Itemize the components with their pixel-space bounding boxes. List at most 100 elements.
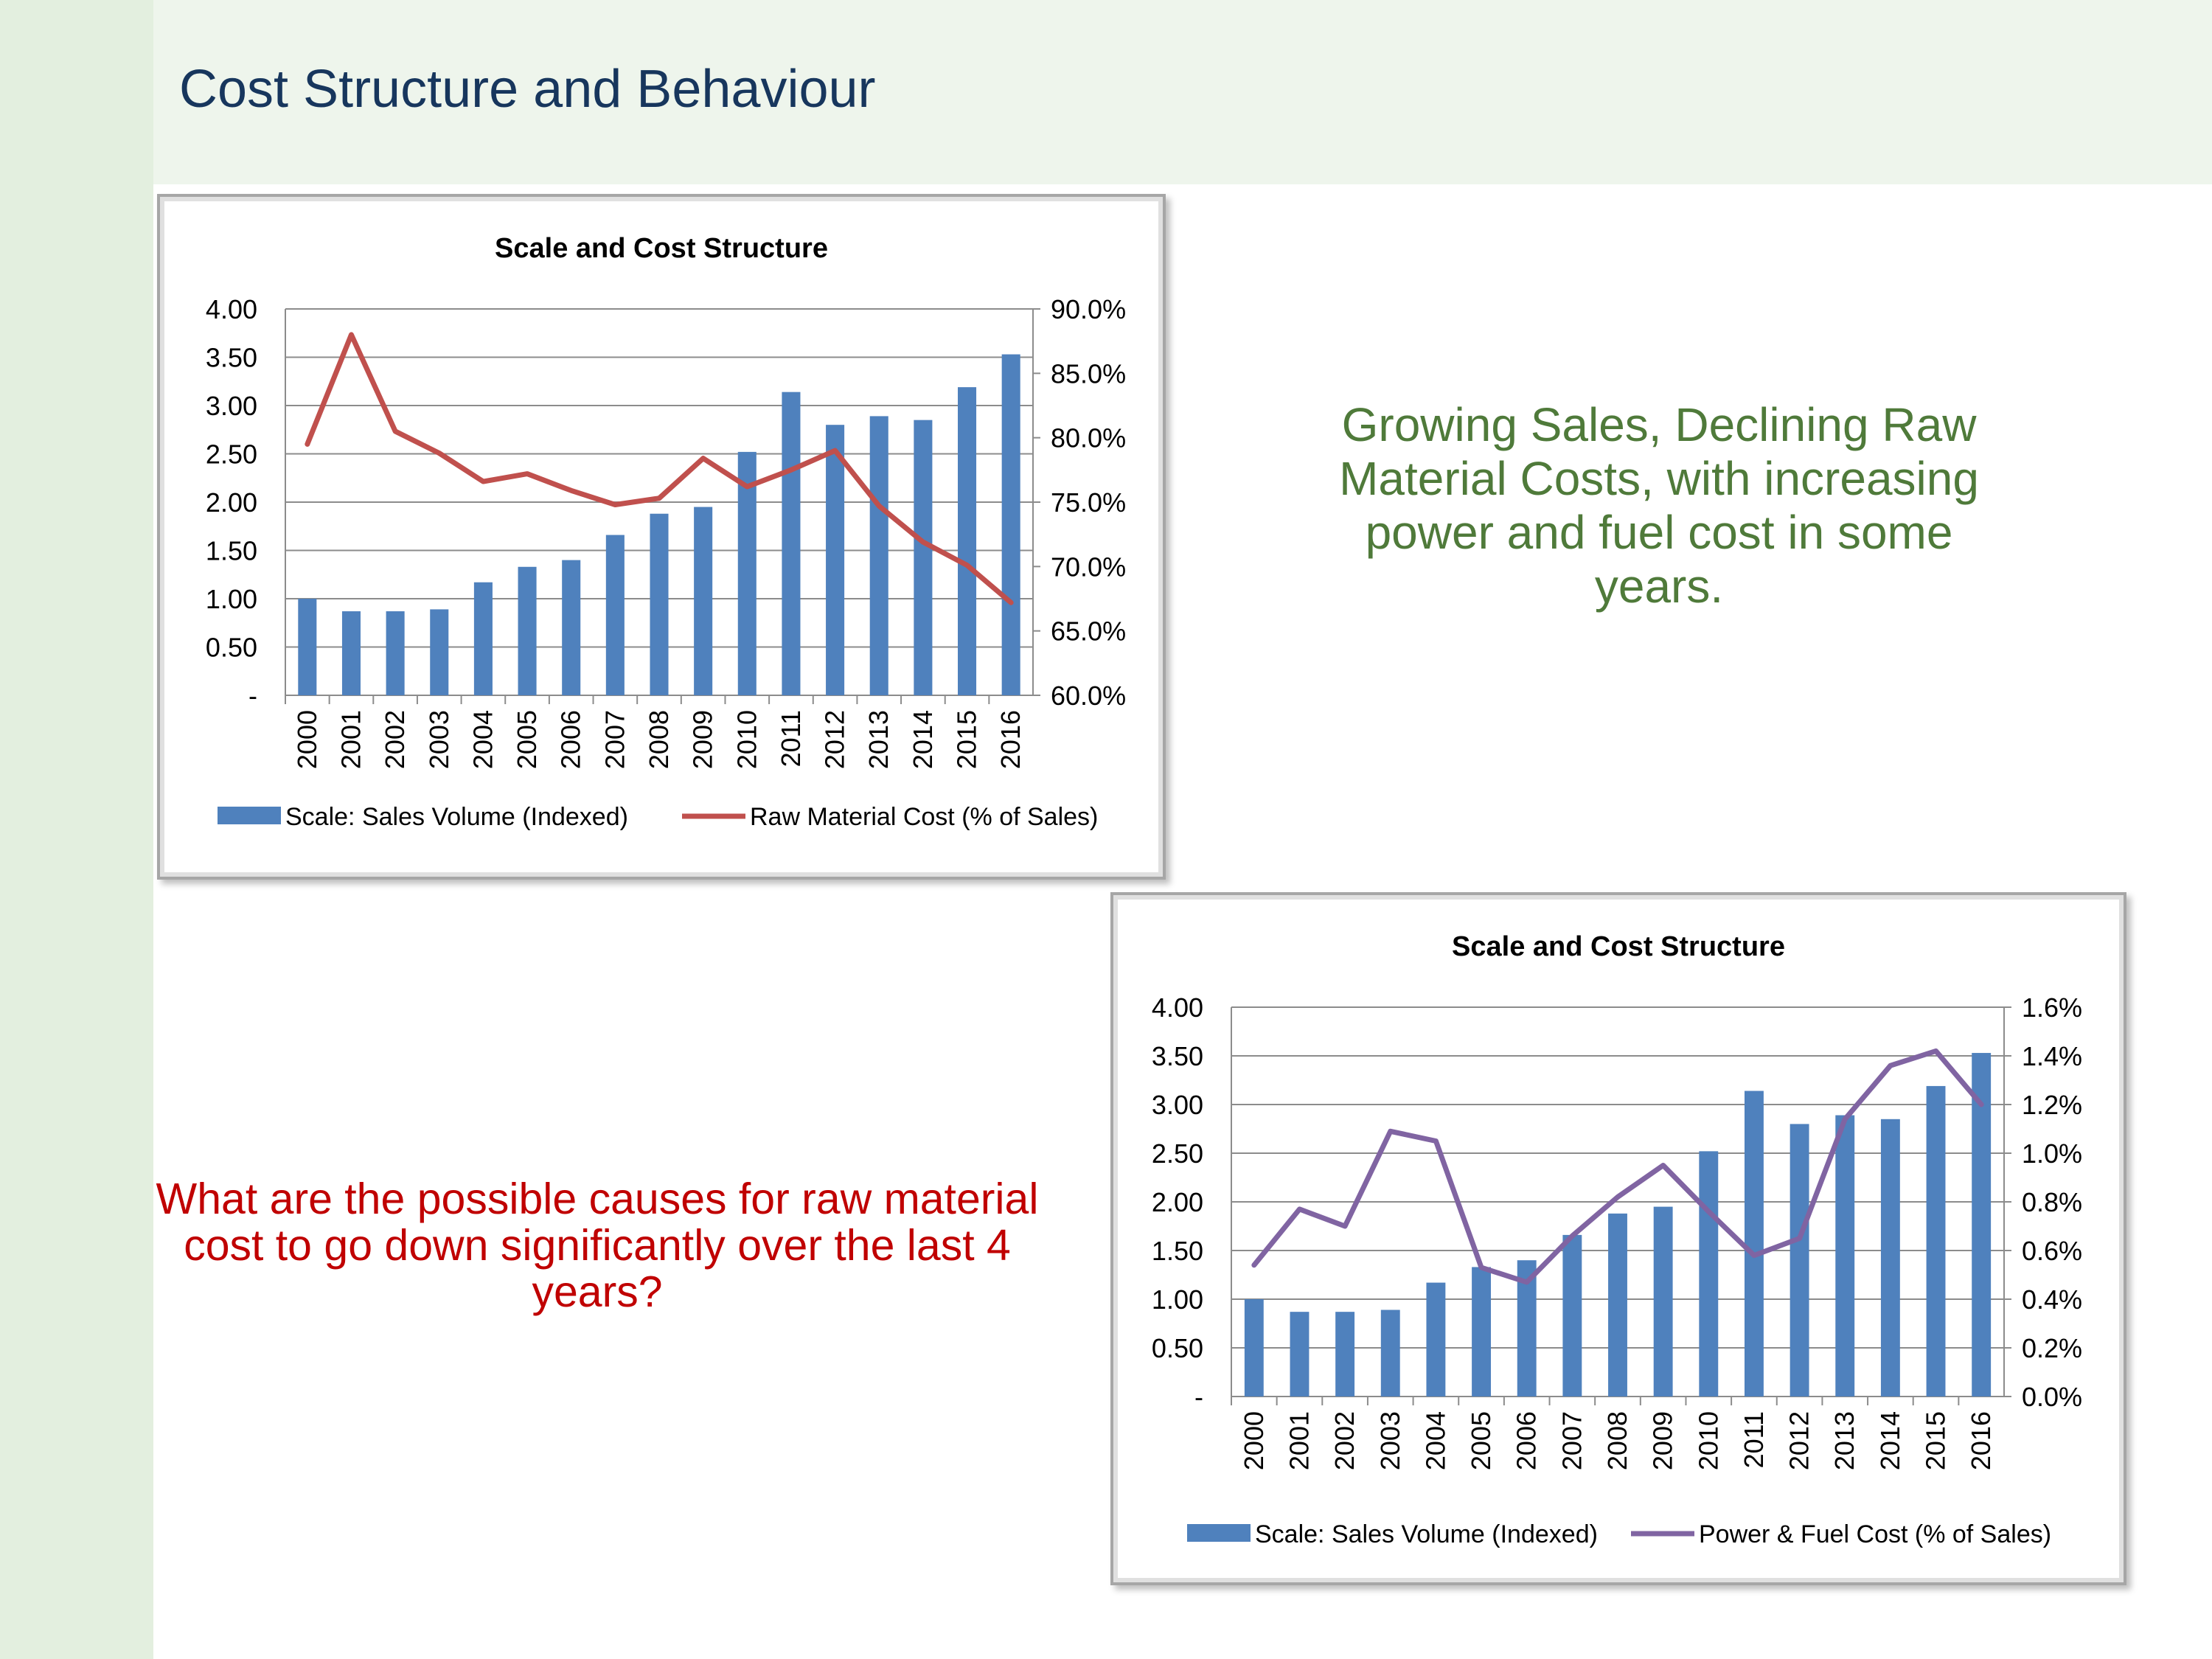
chart1-right-tick-label: 85.0% [1051, 358, 1126, 389]
chart1-legend-bar-label: Scale: Sales Volume (Indexed) [285, 803, 628, 831]
chart1-x-tick-label: 2003 [424, 710, 454, 769]
chart2-left-tick-label: 3.00 [1152, 1090, 1203, 1120]
chart1-left-tick-label: 1.50 [206, 536, 257, 566]
chart2-x-tick-label: 2004 [1420, 1411, 1450, 1470]
chart1-legend-line-label: Raw Material Cost (% of Sales) [750, 803, 1098, 831]
chart2-left-tick-label: 2.50 [1152, 1138, 1203, 1169]
chart2-bar [1653, 1206, 1673, 1397]
chart2-right-tick-label: 0.4% [2022, 1284, 2082, 1315]
chart1-bar [737, 451, 757, 695]
chart1-x-tick-label: 2012 [820, 710, 850, 769]
chart2-legend-line-label: Power & Fuel Cost (% of Sales) [1699, 1520, 2051, 1548]
chart2-bar [1335, 1312, 1355, 1397]
chart2-bar [1426, 1282, 1446, 1397]
chart2-x-tick-label: 2006 [1512, 1411, 1542, 1470]
chart1-left-tick-label: 4.00 [206, 294, 257, 324]
chart-power-fuel: Scale and Cost Structure - 0.50 1.00 1.50 2.0… [1110, 892, 2126, 1585]
chart1-title: Scale and Cost Structure [495, 233, 828, 264]
chart1-bar [650, 513, 669, 695]
chart1-bar [782, 392, 801, 695]
chart2-x-tick-label: 2009 [1648, 1411, 1678, 1470]
chart2-title: Scale and Cost Structure [1452, 931, 1785, 962]
chart1-x-tick-label: 2005 [512, 710, 542, 769]
chart2-x-tick-label: 2000 [1239, 1411, 1269, 1470]
callout-question: What are the possible causes for raw mat… [156, 1175, 1039, 1316]
chart2-x-tick-label: 2001 [1284, 1411, 1314, 1470]
chart2-bar [1244, 1299, 1264, 1397]
chart1-x-tick-label: 2001 [335, 710, 366, 769]
chart2-x-tick-label: 2008 [1602, 1411, 1632, 1470]
chart1-left-tick-label: 3.50 [206, 343, 257, 373]
chart2-left-tick-label: 3.50 [1152, 1041, 1203, 1071]
title-band [153, 0, 2212, 184]
chart1-x-tick-label: 2013 [863, 710, 894, 769]
chart1-bar [298, 599, 317, 695]
chart1-x-tick-label: 2014 [908, 710, 938, 769]
chart2-right-tick-label: 0.8% [2022, 1187, 2082, 1217]
chart-raw-material: Scale and Cost Structure - 0.50 1.00 1.50 2.0… [157, 194, 1166, 880]
chart1-bar [518, 566, 537, 695]
chart1-x-tick-label: 2002 [380, 710, 410, 769]
chart2-x-tick-label: 2012 [1784, 1411, 1815, 1470]
chart2-right-tick-label: 0.6% [2022, 1236, 2082, 1266]
chart2-bar [1699, 1151, 1719, 1397]
chart2-right-tick-label: 0.0% [2022, 1382, 2082, 1412]
chart1-bar [914, 420, 933, 695]
chart1-bar [386, 611, 405, 695]
chart2-right-tick-label: 1.0% [2022, 1138, 2082, 1169]
chart2-bar [1562, 1234, 1582, 1397]
chart2-legend-bar-label: Scale: Sales Volume (Indexed) [1255, 1520, 1598, 1548]
chart2-line-series [1251, 1048, 1984, 1285]
chart2-left-tick-label: 2.00 [1152, 1187, 1203, 1217]
chart1-x-tick-label: 2011 [776, 710, 806, 767]
chart1-left-tick-label: 2.50 [206, 439, 257, 470]
chart1-right-tick-label: 60.0% [1051, 681, 1126, 711]
chart2-right-tick-label: 0.2% [2022, 1333, 2082, 1363]
chart1-right-tick-label: 65.0% [1051, 616, 1126, 647]
chart2-x-tick-label: 2015 [1921, 1411, 1951, 1470]
chart2-left-tick-label: 1.00 [1152, 1284, 1203, 1315]
chart2-left-tick-label: 0.50 [1152, 1333, 1203, 1363]
chart1-bar [1001, 354, 1020, 695]
chart1-right-tick-label: 70.0% [1051, 552, 1126, 582]
chart1-bar [694, 507, 713, 695]
chart1-bar [826, 425, 845, 695]
chart2-bar [1380, 1310, 1400, 1397]
chart2-right-tick-label: 1.2% [2022, 1090, 2082, 1120]
slide-title: Cost Structure and Behaviour [179, 60, 876, 119]
chart1-bar [958, 387, 977, 695]
chart2-right-tick-label: 1.6% [2022, 992, 2082, 1023]
chart2-right-tick-label: 1.4% [2022, 1041, 2082, 1071]
chart1-bar [473, 582, 493, 695]
chart2-x-tick-label: 2014 [1875, 1411, 1905, 1470]
chart2-x-tick-label: 2005 [1466, 1411, 1496, 1470]
chart1-left-tick-label: - [248, 681, 257, 711]
chart1-x-tick-label: 2010 [731, 710, 762, 769]
chart1-x-tick-label: 2004 [467, 710, 498, 769]
chart1-x-tick-label: 2009 [688, 710, 718, 769]
chart2-x-tick-label: 2007 [1557, 1411, 1587, 1470]
chart2-x-tick-label: 2016 [1966, 1411, 1996, 1470]
chart2-bar [1926, 1085, 1946, 1397]
chart2-x-tick-label: 2011 [1739, 1411, 1769, 1468]
chart1-bar [869, 416, 888, 695]
chart1-left-tick-label: 2.00 [206, 487, 257, 518]
chart1-left-tick-label: 1.00 [206, 584, 257, 614]
chart1-x-tick-label: 2006 [556, 710, 586, 769]
chart1-right-tick-label: 90.0% [1051, 294, 1126, 324]
chart1-x-tick-label: 2015 [952, 710, 982, 769]
chart2-x-tick-label: 2003 [1375, 1411, 1405, 1470]
chart1-left-tick-label: 3.00 [206, 391, 257, 421]
chart2-bar [1972, 1053, 1992, 1397]
chart2-legend-bar-swatch [1187, 1524, 1251, 1542]
callout-growing-sales: Growing Sales, Declining Raw Material Co… [1339, 398, 1979, 613]
chart2-bar [1472, 1267, 1492, 1397]
chart1-left-tick-label: 0.50 [206, 633, 257, 663]
chart2-left-tick-label: 4.00 [1152, 992, 1203, 1023]
chart2-x-tick-label: 2010 [1693, 1411, 1723, 1470]
chart2-bar [1744, 1091, 1764, 1397]
chart1-right-tick-label: 80.0% [1051, 423, 1126, 453]
chart1-bar [341, 611, 361, 695]
chart2-x-tick-label: 2002 [1329, 1411, 1360, 1470]
chart2-left-tick-label: - [1194, 1382, 1203, 1412]
